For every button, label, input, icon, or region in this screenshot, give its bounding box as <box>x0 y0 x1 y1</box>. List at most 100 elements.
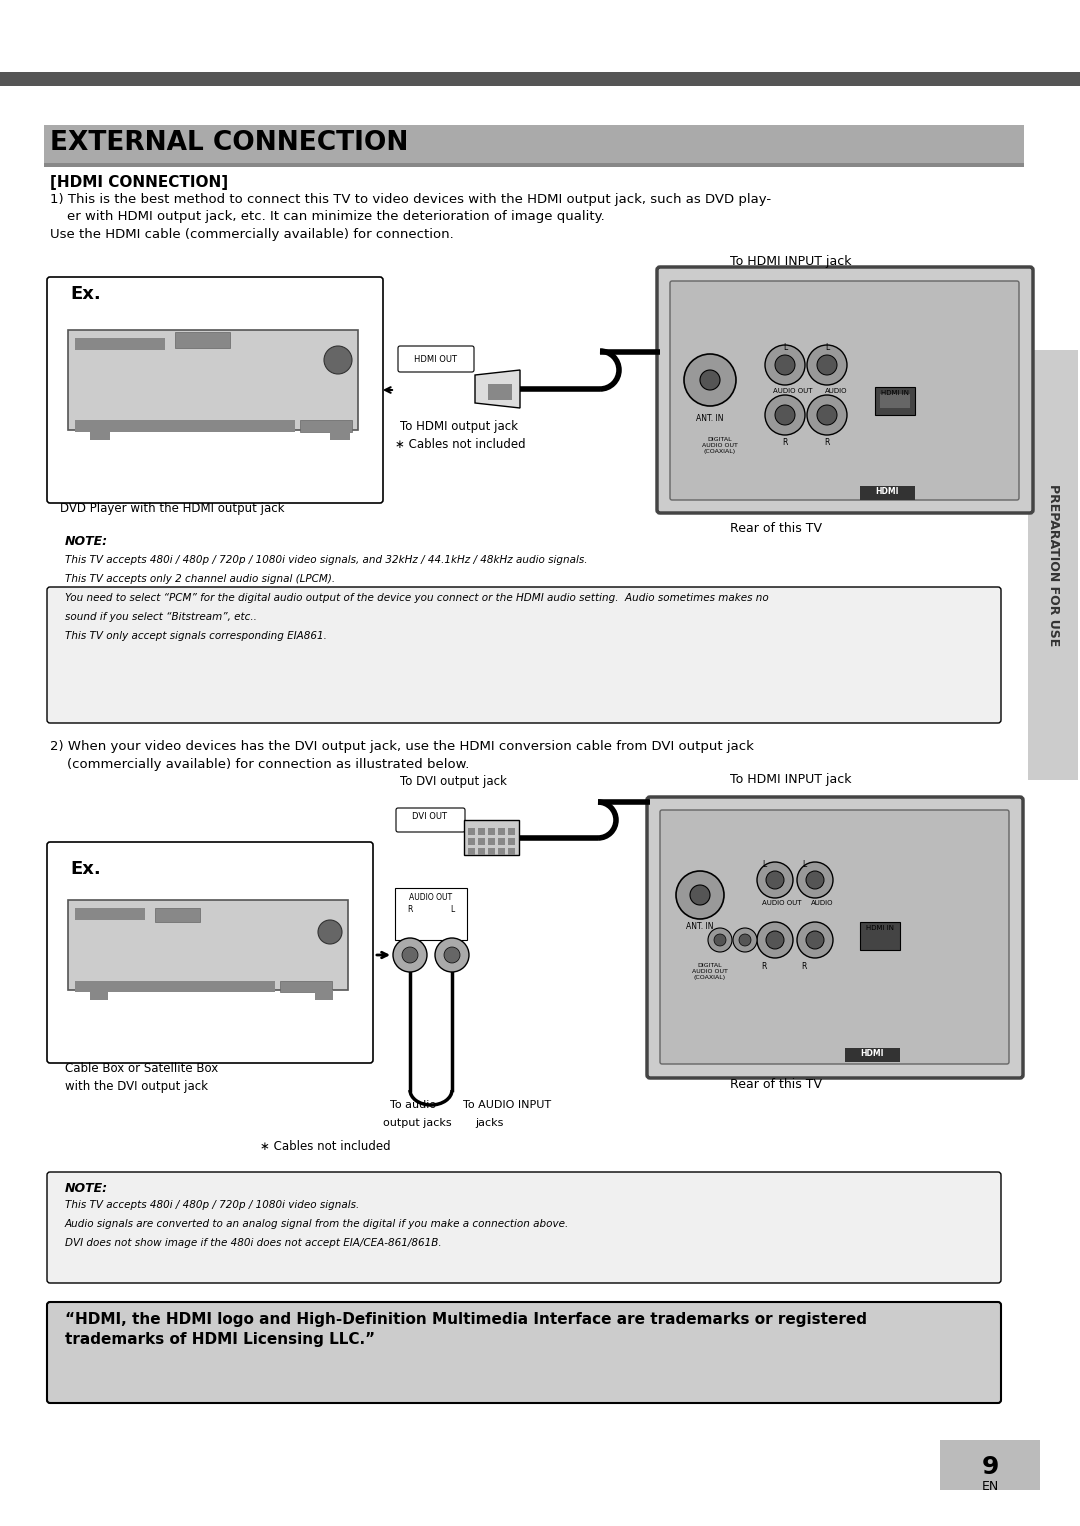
Text: Ex.: Ex. <box>70 285 100 304</box>
Text: L: L <box>825 343 829 353</box>
Text: jacks: jacks <box>475 1119 503 1128</box>
Text: 2) When your video devices has the DVI output jack, use the HDMI conversion cabl: 2) When your video devices has the DVI o… <box>50 740 754 752</box>
Text: This TV only accept signals corresponding EIA861.: This TV only accept signals correspondin… <box>65 630 327 641</box>
Bar <box>940 1441 1040 1489</box>
Text: output jacks: output jacks <box>383 1119 451 1128</box>
Text: ANT. IN: ANT. IN <box>697 414 724 423</box>
Text: HDMI: HDMI <box>875 487 899 496</box>
Circle shape <box>816 404 837 426</box>
Text: ∗ Cables not included: ∗ Cables not included <box>260 1140 391 1154</box>
FancyBboxPatch shape <box>48 1172 1001 1283</box>
Text: R: R <box>824 438 829 447</box>
FancyBboxPatch shape <box>660 810 1009 1064</box>
Text: R: R <box>761 961 767 971</box>
FancyBboxPatch shape <box>48 842 373 1064</box>
Bar <box>860 485 915 501</box>
Bar <box>468 838 475 845</box>
Bar <box>75 337 165 349</box>
Bar <box>315 990 333 1000</box>
Circle shape <box>807 345 847 385</box>
Text: To audio: To audio <box>390 1100 436 1109</box>
Text: This TV accepts only 2 channel audio signal (LPCM).: This TV accepts only 2 channel audio sig… <box>65 574 335 584</box>
Circle shape <box>807 395 847 435</box>
Text: To HDMI output jack: To HDMI output jack <box>400 420 518 433</box>
Bar <box>498 829 505 835</box>
Circle shape <box>393 938 427 972</box>
Circle shape <box>435 938 469 972</box>
Text: To HDMI INPUT jack: To HDMI INPUT jack <box>730 255 851 269</box>
FancyBboxPatch shape <box>48 588 1001 723</box>
Bar <box>44 163 1024 166</box>
Circle shape <box>797 922 833 958</box>
Circle shape <box>766 871 784 890</box>
Circle shape <box>806 871 824 890</box>
Text: R: R <box>801 961 807 971</box>
Bar <box>280 981 332 992</box>
Text: Rear of this TV: Rear of this TV <box>730 522 822 536</box>
Text: AUDIO OUT: AUDIO OUT <box>762 900 801 906</box>
Circle shape <box>324 346 352 374</box>
Bar <box>478 829 485 835</box>
FancyBboxPatch shape <box>48 278 383 504</box>
FancyBboxPatch shape <box>647 797 1023 1077</box>
Bar <box>488 848 495 855</box>
Circle shape <box>402 948 418 963</box>
Bar <box>860 922 900 951</box>
Circle shape <box>775 404 795 426</box>
Bar <box>488 829 495 835</box>
Bar <box>68 330 357 430</box>
Text: L: L <box>450 905 454 914</box>
FancyBboxPatch shape <box>396 807 465 832</box>
Bar <box>68 900 348 990</box>
Circle shape <box>684 354 735 406</box>
Bar <box>75 981 275 992</box>
FancyBboxPatch shape <box>48 1302 1001 1402</box>
Text: DIGITAL
AUDIO OUT
(COAXIAL): DIGITAL AUDIO OUT (COAXIAL) <box>692 963 728 980</box>
Bar <box>300 420 352 432</box>
Circle shape <box>739 934 751 946</box>
Text: with the DVI output jack: with the DVI output jack <box>65 1080 208 1093</box>
Circle shape <box>700 369 720 391</box>
Text: DIGITAL
AUDIO OUT
(COAXIAL): DIGITAL AUDIO OUT (COAXIAL) <box>702 436 738 455</box>
Circle shape <box>733 928 757 952</box>
Circle shape <box>318 920 342 945</box>
Circle shape <box>444 948 460 963</box>
Circle shape <box>676 871 724 919</box>
Bar <box>488 838 495 845</box>
Text: 1) This is the best method to connect this TV to video devices with the HDMI out: 1) This is the best method to connect th… <box>50 192 771 206</box>
Text: DVI OUT: DVI OUT <box>413 812 447 821</box>
Bar <box>330 430 350 439</box>
Text: AUDIO: AUDIO <box>825 388 847 394</box>
Circle shape <box>775 356 795 375</box>
Bar <box>508 838 515 845</box>
Bar <box>1028 349 1078 780</box>
Text: NOTE:: NOTE: <box>65 536 108 548</box>
Bar <box>488 385 512 400</box>
Text: R: R <box>407 905 413 914</box>
Circle shape <box>765 345 805 385</box>
Bar <box>0 72 1080 85</box>
Text: AUDIO OUT: AUDIO OUT <box>773 388 813 394</box>
Circle shape <box>797 862 833 897</box>
Text: This TV accepts 480i / 480p / 720p / 1080i video signals, and 32kHz / 44.1kHz / : This TV accepts 480i / 480p / 720p / 108… <box>65 555 588 565</box>
Text: NOTE:: NOTE: <box>65 1183 108 1195</box>
Text: EXTERNAL CONNECTION: EXTERNAL CONNECTION <box>50 130 408 156</box>
Text: R: R <box>782 438 787 447</box>
Bar <box>468 829 475 835</box>
Circle shape <box>757 862 793 897</box>
Text: Ex.: Ex. <box>70 861 100 877</box>
Text: EN: EN <box>982 1480 999 1492</box>
Bar <box>75 420 295 432</box>
Circle shape <box>757 922 793 958</box>
Text: To AUDIO INPUT: To AUDIO INPUT <box>463 1100 551 1109</box>
Circle shape <box>816 356 837 375</box>
Text: er with HDMI output jack, etc. It can minimize the deterioration of image qualit: er with HDMI output jack, etc. It can mi… <box>50 211 605 223</box>
Text: HDMI IN: HDMI IN <box>881 391 909 397</box>
Text: AUDIO OUT: AUDIO OUT <box>409 893 453 902</box>
Text: 9: 9 <box>982 1454 999 1479</box>
Text: Cable Box or Satellite Box: Cable Box or Satellite Box <box>65 1062 218 1074</box>
Text: This TV accepts 480i / 480p / 720p / 1080i video signals.: This TV accepts 480i / 480p / 720p / 108… <box>65 1199 360 1210</box>
Text: Audio signals are converted to an analog signal from the digital if you make a c: Audio signals are converted to an analog… <box>65 1219 569 1228</box>
Text: PREPARATION FOR USE: PREPARATION FOR USE <box>1047 484 1059 645</box>
Text: To HDMI INPUT jack: To HDMI INPUT jack <box>730 774 851 786</box>
